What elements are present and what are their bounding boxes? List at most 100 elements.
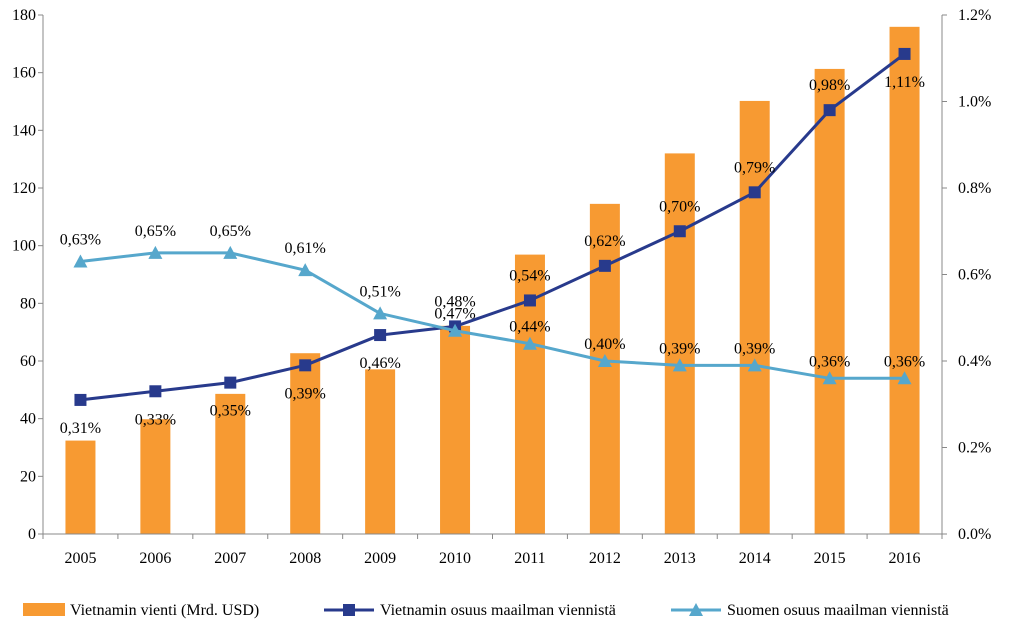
vn-share-marker-2013 xyxy=(673,225,686,238)
vn-share-label: 0,46% xyxy=(359,355,400,372)
y-left-tick-label: 80 xyxy=(20,295,36,312)
vn-share-marker-2009 xyxy=(374,329,387,342)
fi-share-label: 0,63% xyxy=(60,232,101,249)
fi-share-marker-2008 xyxy=(298,263,313,277)
bar-2013 xyxy=(664,153,695,534)
fi-share-label: 0,61% xyxy=(285,240,326,257)
x-tick-label: 2014 xyxy=(739,550,771,567)
y-left-tick-label: 40 xyxy=(20,411,36,428)
legend-marker-triangle xyxy=(689,603,703,616)
line-series xyxy=(73,47,912,406)
fi-share-label: 0,47% xyxy=(434,306,475,323)
fi-share-marker-2012 xyxy=(597,354,612,367)
x-tick-label: 2015 xyxy=(814,550,846,567)
vn-share-marker-2008 xyxy=(299,359,312,372)
x-tick-label: 2008 xyxy=(289,550,321,567)
y-left-tick-label: 140 xyxy=(12,122,36,139)
fi-share-marker-2015 xyxy=(822,371,837,385)
fi-share-label: 0,39% xyxy=(734,340,775,357)
x-tick-label: 2007 xyxy=(214,550,246,567)
bar-2010 xyxy=(440,325,471,534)
fi-share-marker-2011 xyxy=(522,336,537,350)
x-tick-label: 2006 xyxy=(139,550,171,567)
vn-share-marker-2015 xyxy=(823,104,836,117)
fi-share-label: 0,39% xyxy=(659,340,700,357)
vn-share-label: 0,48% xyxy=(434,293,475,310)
vn-share-label: 0,70% xyxy=(659,198,700,215)
y-left-tick-label: 180 xyxy=(12,7,36,24)
vn-share-marker-2016 xyxy=(898,47,911,60)
bar-2016 xyxy=(889,26,920,535)
fi-share-marker-2009 xyxy=(373,306,388,320)
legend: Vietnamin vienti (Mrd. USD) Vietnamin osu… xyxy=(23,602,949,619)
vn-share-marker-2012 xyxy=(598,259,611,272)
bar-2015 xyxy=(814,68,845,534)
y-right-tick-label: 0.2% xyxy=(958,440,991,457)
bar-2009 xyxy=(365,369,396,534)
y-left-tick-label: 0 xyxy=(28,526,36,543)
legend-swatch-bar xyxy=(23,603,65,616)
vn-share-label: 0,98% xyxy=(809,77,850,94)
fi-share-label: 0,65% xyxy=(210,223,251,240)
vn-share-label: 0,79% xyxy=(734,159,775,176)
fi-share-marker-2006 xyxy=(148,245,163,259)
x-tick-label: 2013 xyxy=(664,550,696,567)
vn-share-label: 0,31% xyxy=(60,420,101,437)
bar-series xyxy=(65,26,920,535)
x-tick-label: 2016 xyxy=(889,550,921,567)
vn-share-label: 0,35% xyxy=(210,403,251,420)
y-right-tick-label: 1.0% xyxy=(958,94,991,111)
bar-2012 xyxy=(589,203,620,534)
y-right-tick-label: 0.6% xyxy=(958,267,991,284)
legend-marker-square xyxy=(343,604,355,616)
fi-share-label: 0,44% xyxy=(509,319,550,336)
series-line-1 xyxy=(80,52,906,402)
legend-label-bar: Vietnamin vienti (Mrd. USD) xyxy=(70,602,259,619)
y-right-tick-label: 0.8% xyxy=(958,180,991,197)
fi-share-marker-2007 xyxy=(223,245,238,259)
axes: 0 20 40 60 80 100 120 140 160 180 0.0% 0.2% 0.4% 0.6%… xyxy=(12,7,991,567)
x-tick-label: 2005 xyxy=(64,550,96,567)
fi-share-label: 0,51% xyxy=(359,283,400,300)
vn-share-label: 0,54% xyxy=(509,267,550,284)
bar-2007 xyxy=(215,393,246,534)
x-tick-label: 2009 xyxy=(364,550,396,567)
series-line-2 xyxy=(80,251,905,380)
bar-2006 xyxy=(140,419,171,534)
vn-share-label: 0,62% xyxy=(584,233,625,250)
y-right-tick-label: 1.2% xyxy=(958,7,991,24)
y-right-tick-label: 0.0% xyxy=(958,526,991,543)
fi-share-label: 0,65% xyxy=(135,223,176,240)
y-left-tick-label: 160 xyxy=(12,65,36,82)
vn-share-marker-2005 xyxy=(74,393,87,406)
vn-share-label: 0,39% xyxy=(285,385,326,402)
fi-share-label: 0,40% xyxy=(584,336,625,353)
x-tick-label: 2010 xyxy=(439,550,471,567)
bar-2008 xyxy=(290,353,321,534)
x-tick-label: 2011 xyxy=(514,550,545,567)
fi-share-marker-2005 xyxy=(73,254,88,268)
legend-label-line-2: Suomen osuus maailman viennistä xyxy=(727,602,949,619)
bar-2005 xyxy=(65,440,96,534)
vn-share-marker-2014 xyxy=(748,186,761,199)
fi-share-label: 0,36% xyxy=(884,353,925,370)
vn-share-label: 0,33% xyxy=(135,411,176,428)
bar-2014 xyxy=(739,100,770,534)
fi-share-marker-2016 xyxy=(897,371,912,385)
vn-share-label: 1,11% xyxy=(884,74,925,91)
vn-share-marker-2007 xyxy=(224,376,237,389)
y-right-tick-label: 0.4% xyxy=(958,353,991,370)
y-left-tick-label: 100 xyxy=(12,238,36,255)
fi-share-marker-2013 xyxy=(672,358,687,372)
fi-share-marker-2014 xyxy=(747,358,762,372)
fi-share-marker-2010 xyxy=(448,323,463,337)
legend-label-line-1: Vietnamin osuus maailman viennistä xyxy=(380,602,616,619)
fi-share-label: 0,36% xyxy=(809,353,850,370)
vn-share-marker-2006 xyxy=(149,385,162,398)
y-left-tick-label: 20 xyxy=(20,468,36,485)
data-labels: 0,31% 0,33% 0,35% 0,39% 0,46% 0,48% 0,54% 0,62%… xyxy=(60,74,925,437)
x-tick-label: 2012 xyxy=(589,550,621,567)
y-left-tick-label: 120 xyxy=(12,180,36,197)
vn-share-marker-2011 xyxy=(523,294,536,307)
